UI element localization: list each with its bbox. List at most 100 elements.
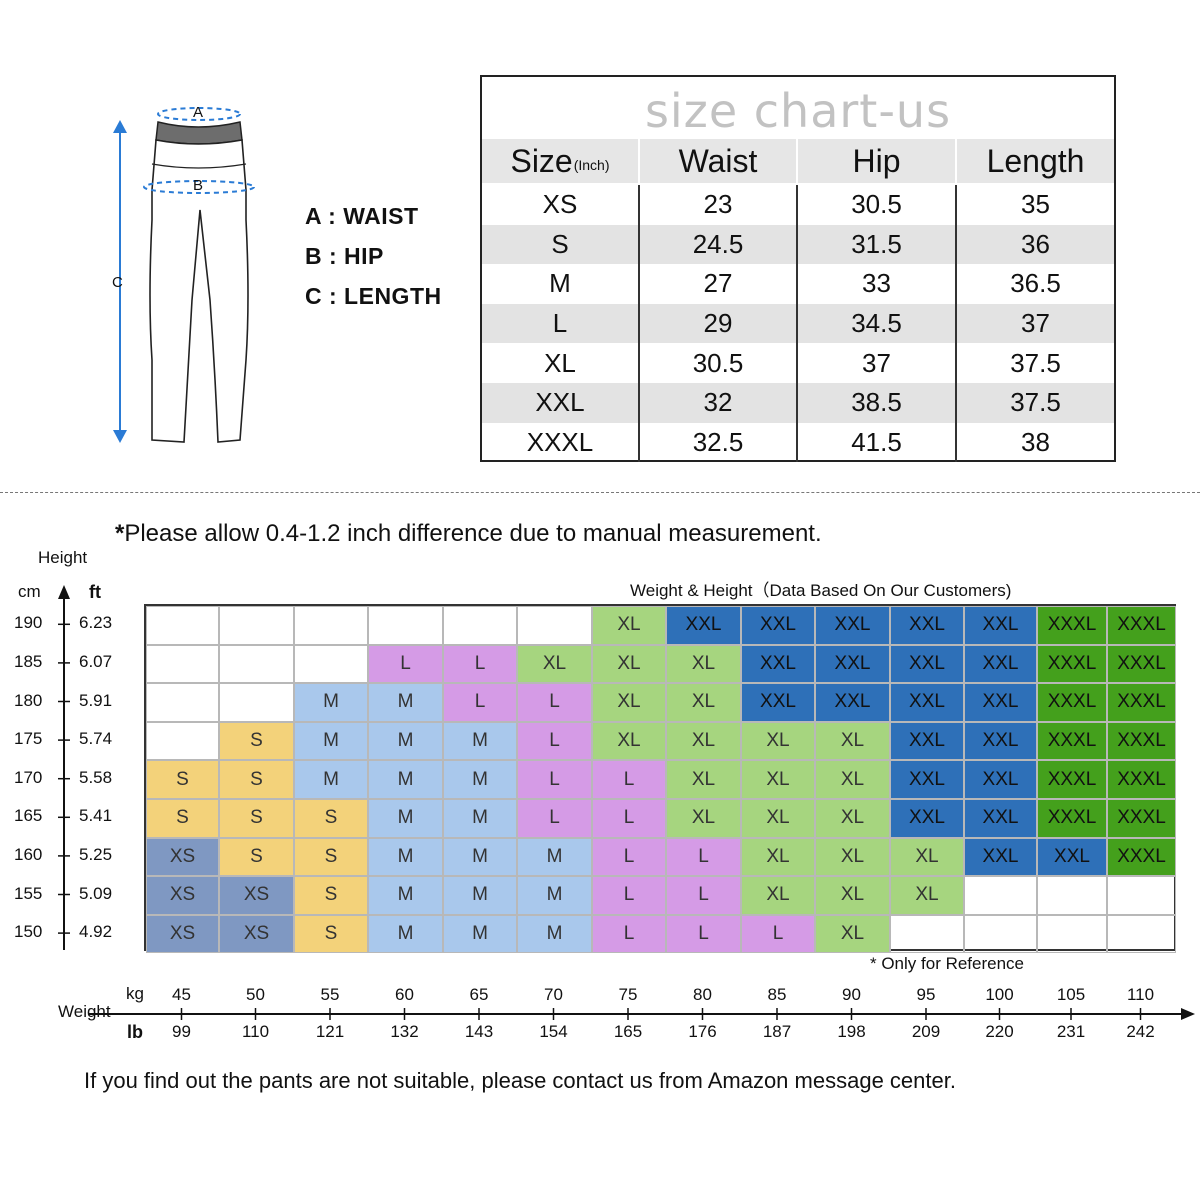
heatmap-cell: XXL	[815, 644, 890, 684]
heatmap-cell: L	[517, 683, 592, 722]
heatmap-cell: XXXL	[1037, 683, 1107, 722]
x-tick-kg: 65	[469, 985, 489, 1004]
x-tick-kg: 85	[767, 985, 787, 1004]
note-text: Please allow 0.4-1.2 inch difference due…	[124, 520, 822, 547]
heatmap-cell: XL	[666, 683, 741, 722]
heatmap-cell	[294, 606, 368, 645]
x-tick-lb: 187	[762, 1022, 792, 1041]
heatmap-cell: XL	[815, 837, 890, 877]
heatmap-cell: XL	[815, 760, 890, 799]
heatmap-cell: XXL	[890, 644, 964, 684]
heatmap-cell	[146, 721, 219, 761]
heatmap-cell: XL	[815, 914, 890, 954]
footer-message: If you find out the pants are not suitab…	[84, 1068, 956, 1093]
x-tick-kg: 50	[246, 985, 265, 1004]
heatmap-cell: XL	[890, 837, 964, 877]
x-tick-lb: 132	[390, 1022, 419, 1041]
table-cell: 37	[798, 343, 957, 383]
x-tick-kg: 90	[842, 985, 861, 1004]
heatmap-cell: XXXL	[1037, 644, 1107, 684]
heatmap-cell: L	[368, 644, 443, 684]
heatmap-cell: XL	[666, 721, 741, 761]
heatmap-cell: M	[368, 837, 443, 877]
heatmap-cell: S	[219, 799, 294, 838]
heatmap-cell: M	[368, 721, 443, 761]
x-tick-kg: 105	[1056, 985, 1086, 1004]
table-row: M 27 33 36.5	[482, 264, 1114, 304]
heatmap-cell: XXL	[815, 683, 890, 722]
y-tick-ft: 5.09	[79, 883, 113, 903]
table-row: XXL 32 38.5 37.5	[482, 383, 1114, 423]
table-cell: XXXL	[482, 422, 640, 463]
x-tick-lb: 143	[464, 1022, 494, 1041]
table-cell: 32	[640, 383, 798, 423]
heatmap-cell: S	[146, 799, 219, 838]
height-label: Height	[38, 548, 88, 567]
table-cell: 35	[1021, 189, 1050, 220]
heatmap-cell: XXL	[890, 721, 964, 761]
heatmap-cell: L	[443, 683, 517, 722]
y-tick-cm: 175	[14, 729, 43, 749]
heatmap-cell: XL	[890, 876, 964, 915]
y-tick-cm: 165	[14, 806, 43, 826]
heatmap-cell: XL	[741, 760, 815, 799]
table-cell: 29	[640, 303, 798, 344]
heatmap-cell: XXXL	[1037, 721, 1107, 761]
table-cell: 38.5	[798, 383, 957, 423]
reference-note: * Only for Reference	[870, 954, 1025, 973]
heatmap-cell: M	[294, 683, 368, 722]
label-a: A	[193, 104, 204, 121]
ft-unit: ft	[89, 582, 101, 602]
heatmap-cell: XXL	[964, 683, 1037, 722]
heatmap-cell: M	[368, 760, 443, 799]
heatmap-cell: S	[146, 760, 219, 799]
table-cell: 41.5	[798, 422, 957, 463]
heatmap-cell: XL	[741, 721, 815, 761]
heatmap-cell: M	[294, 721, 368, 761]
heatmap-cell: XL	[592, 644, 666, 684]
y-tick-cm: 185	[14, 651, 43, 671]
heatmap-cell: XXXL	[1107, 644, 1176, 684]
table-cell: 32.5	[640, 422, 798, 463]
x-tick-kg: 75	[618, 985, 638, 1004]
legend-hip: B : HIP	[305, 243, 384, 269]
heatmap-cell: XXXL	[1107, 837, 1176, 877]
heatmap-cell: S	[219, 760, 294, 799]
heatmap-title: Weight & Height（Data Based On Our Custom…	[630, 581, 1012, 600]
heatmap-cell	[219, 606, 294, 645]
x-tick-kg: 110	[1126, 985, 1155, 1004]
heatmap-cell	[294, 644, 368, 684]
heatmap-cell: L	[517, 799, 592, 838]
heatmap-cell	[1037, 876, 1107, 915]
y-tick-ft: 5.58	[79, 767, 113, 787]
table-row: S 24.5 31.5 36	[482, 224, 1114, 265]
table-cell: 27	[640, 264, 798, 304]
heatmap-cell: XS	[146, 914, 219, 954]
heatmap-cell: XXL	[890, 683, 964, 722]
heatmap-cell: M	[368, 914, 443, 954]
x-tick-lb: 176	[688, 1022, 717, 1041]
legend-length: C : LENGTH	[305, 283, 442, 309]
heatmap-cell: XL	[741, 876, 815, 915]
table-cell: 34.5	[798, 303, 957, 344]
x-tick-lb: 110	[241, 1022, 270, 1041]
header-hip: Hip	[798, 139, 957, 183]
y-tick-cm: 150	[14, 922, 43, 942]
heatmap-cell: L	[517, 760, 592, 799]
heatmap-cell	[1107, 914, 1176, 954]
heatmap-cell	[219, 644, 294, 684]
y-tick-ft: 5.74	[79, 729, 113, 749]
table-row: XXXL 32.5 41.5 38	[482, 422, 1114, 463]
heatmap-cell: XXXL	[1107, 799, 1176, 838]
heatmap-cell: S	[219, 837, 294, 877]
heatmap-cell: L	[592, 837, 666, 877]
y-tick-cm: 170	[14, 767, 43, 787]
table-cell: 30.5	[640, 343, 798, 383]
heatmap-cell: M	[517, 914, 592, 954]
heatmap-cell: S	[294, 799, 368, 838]
heatmap-cell: L	[666, 914, 741, 954]
heatmap-cell: XXL	[964, 837, 1037, 877]
heatmap-cell: L	[592, 760, 666, 799]
header-waist: Waist	[640, 139, 798, 183]
